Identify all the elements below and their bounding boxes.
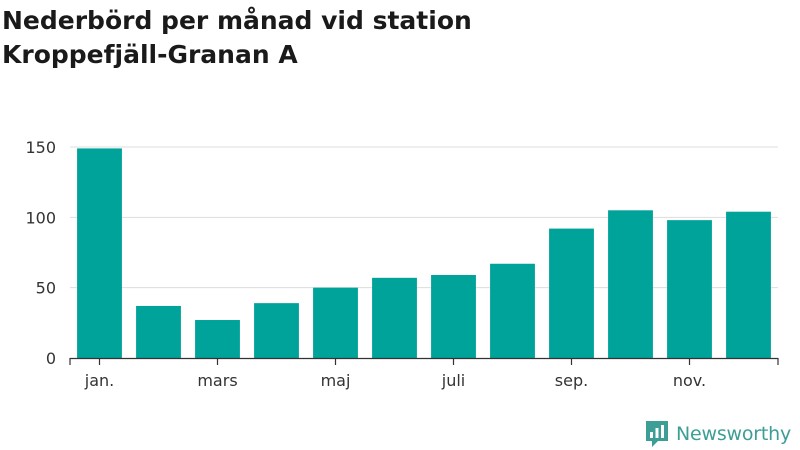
bar (313, 287, 358, 358)
y-tick-label: 50 (36, 279, 56, 298)
y-tick-label: 100 (25, 208, 56, 227)
bar (431, 275, 476, 358)
x-tick-label: jan. (84, 371, 114, 390)
x-tick-label: juli (441, 371, 465, 390)
brand-name: Newsworthy (676, 423, 792, 445)
newsworthy-brand: Newsworthy (644, 419, 791, 449)
bar (77, 148, 122, 358)
bars (77, 148, 771, 358)
gridlines (70, 146, 778, 289)
bar (726, 211, 771, 358)
newsworthy-logo-icon (646, 421, 668, 447)
y-axis-ticks: 0 50 100 150 (25, 138, 56, 368)
bar (195, 320, 240, 358)
bar (549, 228, 594, 358)
chart-title-line-2: Kroppefjäll-Granan A (2, 40, 298, 69)
y-tick-label: 150 (25, 138, 56, 157)
bar (136, 305, 181, 358)
x-tick-label: maj (321, 371, 351, 390)
y-tick-label: 0 (46, 349, 56, 368)
bar (667, 220, 712, 358)
chart-title-line-1: Nederbörd per månad vid station (2, 6, 472, 35)
bar (608, 210, 653, 358)
bar (490, 263, 535, 358)
chart-title: Nederbörd per månad vid station Kroppefj… (2, 4, 472, 72)
x-tick-label: nov. (673, 371, 706, 390)
bar (254, 303, 299, 358)
x-tick-label: mars (197, 371, 237, 390)
bar (372, 277, 417, 358)
x-axis: jan. mars maj juli sep. nov. (69, 357, 779, 390)
x-tick-label: sep. (555, 371, 588, 390)
